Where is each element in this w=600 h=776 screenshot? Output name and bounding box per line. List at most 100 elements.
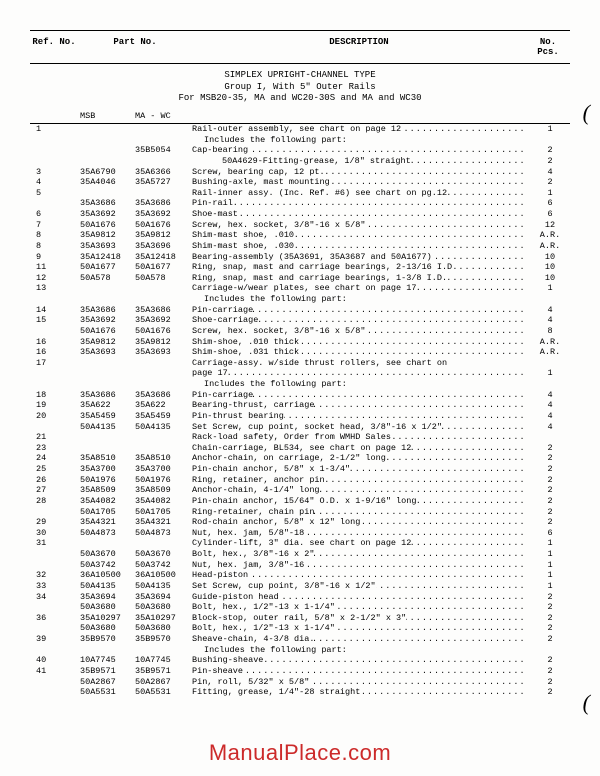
cell-ref — [30, 145, 80, 156]
table-row: 5Rail-inner assy. (Inc. Ref. #6) see cha… — [30, 188, 570, 199]
cell-desc: Pin-thrust bearing — [190, 411, 526, 422]
cell-mawc: 50A1976 — [135, 475, 190, 486]
table-row: 835A369335A3696Shim-mast shoe, .030A.R. — [30, 241, 570, 252]
cell-mawc: 35A9812 — [135, 230, 190, 241]
cell-mawc — [135, 538, 190, 549]
cell-desc: Chain-carriage, BL534, see chart on page… — [190, 443, 526, 454]
cell-pcs: A.R. — [526, 230, 570, 241]
cell-desc: page 17 — [190, 368, 526, 379]
cell-ref: 14 — [30, 305, 80, 316]
cell-desc: Cap-bearing — [190, 145, 526, 156]
cell-ref: 12 — [30, 273, 80, 284]
cell-pcs: 2 — [526, 464, 570, 475]
table-row: 50A368050A3680Bolt, hex., 1/2"-13 x 1-1/… — [30, 623, 570, 634]
cell-msb — [80, 645, 135, 656]
cell-ref: 21 — [30, 432, 80, 443]
cell-pcs — [526, 432, 570, 443]
cell-desc: Pin-sheave — [190, 666, 526, 677]
cell-mawc — [135, 188, 190, 199]
cell-pcs: 2 — [526, 602, 570, 613]
cell-desc: Shim-shoe, .010 thick — [190, 337, 526, 348]
cell-pcs: 2 — [526, 453, 570, 464]
cell-msb: 35B9571 — [80, 666, 135, 677]
watermark: ManualPlace.com — [0, 740, 600, 766]
title-block: SIMPLEX UPRIGHT-CHANNEL TYPE Group I, Wi… — [30, 64, 570, 109]
cell-pcs: 4 — [526, 400, 570, 411]
cell-ref — [30, 687, 80, 698]
cell-desc: Carriage-assy. w/side thrust rollers, se… — [190, 358, 526, 369]
cell-msb: 35A3700 — [80, 464, 135, 475]
cell-mawc — [135, 358, 190, 369]
cell-mawc: 35A3692 — [135, 315, 190, 326]
cell-desc: Shoe-mast — [190, 209, 526, 220]
cell-mawc: 35A3700 — [135, 464, 190, 475]
cell-msb: 35A4321 — [80, 517, 135, 528]
cell-desc: Includes the following part: — [190, 645, 526, 656]
cell-msb: 50A3680 — [80, 623, 135, 634]
cell-msb — [80, 368, 135, 379]
cell-ref: 11 — [30, 262, 80, 273]
cell-ref — [30, 645, 80, 656]
cell-ref: 23 — [30, 443, 80, 454]
cell-desc: Screw, hex. socket, 3/8"-16 x 5/8" — [190, 326, 526, 337]
table-row: 3435A369435A3694Guide-piston head2 — [30, 592, 570, 603]
cell-mawc: 35A3696 — [135, 241, 190, 252]
table-row: 635A369235A3692Shoe-mast6 — [30, 209, 570, 220]
cell-pcs: 2 — [526, 666, 570, 677]
cell-desc: Pin, roll, 5/32" x 5/8" — [190, 677, 526, 688]
sub-msb: MSB — [80, 111, 135, 121]
cell-pcs: 10 — [526, 262, 570, 273]
cell-desc: Carriage-w/wear plates, see chart on pag… — [190, 283, 526, 294]
cell-ref: 34 — [30, 592, 80, 603]
cell-desc: Set Screw, cup point, 3/8"-16 x 1/2" — [190, 581, 526, 592]
cell-pcs: 1 — [526, 570, 570, 581]
cell-mawc: 50A3670 — [135, 549, 190, 560]
cell-ref: 17 — [30, 358, 80, 369]
cell-pcs: 2 — [526, 156, 570, 167]
cell-msb: 50A5531 — [80, 687, 135, 698]
cell-desc: Pin-carriage — [190, 390, 526, 401]
table-row: 50A170550A1705Ring-retainer, chain pin2 — [30, 507, 570, 518]
table-row: 335A679035A6366Screw, bearing cap, 12 pt… — [30, 167, 570, 178]
cell-msb: 35A10297 — [80, 613, 135, 624]
cell-pcs: 4 — [526, 305, 570, 316]
cell-mawc: 50A5531 — [135, 687, 190, 698]
cell-pcs: 4 — [526, 411, 570, 422]
cell-ref: 39 — [30, 634, 80, 645]
cell-mawc — [135, 124, 190, 135]
cell-ref: 24 — [30, 453, 80, 464]
cell-mawc: 35A3686 — [135, 305, 190, 316]
cell-msb: 35A3694 — [80, 592, 135, 603]
cell-msb — [80, 358, 135, 369]
cell-ref — [30, 368, 80, 379]
header-pcs: No. Pcs. — [526, 31, 570, 63]
cell-msb — [80, 283, 135, 294]
cell-ref: 32 — [30, 570, 80, 581]
cell-pcs: 10 — [526, 273, 570, 284]
table-row: 35A368635A3686Pin-rail6 — [30, 198, 570, 209]
cell-desc: Anchor-chain, on carriage, 2-1/2" long — [190, 453, 526, 464]
cell-desc: Ring, snap, mast and carriage bearings, … — [190, 273, 526, 284]
cell-pcs: 2 — [526, 613, 570, 624]
cell-pcs: 2 — [526, 517, 570, 528]
cell-pcs: 6 — [526, 528, 570, 539]
table-row: 2835A408235A4082Pin-chain anchor, 15/64"… — [30, 496, 570, 507]
cell-mawc: 35A5459 — [135, 411, 190, 422]
cell-msb — [80, 379, 135, 390]
cell-desc: Ring-retainer, chain pin — [190, 507, 526, 518]
table-row: 50A413550A4135Set Screw, cup point, sock… — [30, 422, 570, 433]
cell-msb: 35A8509 — [80, 485, 135, 496]
cell-ref: 28 — [30, 496, 80, 507]
cell-mawc: 35A4321 — [135, 517, 190, 528]
cell-desc: Cylinder-lift, 3" dia. see chart on page… — [190, 538, 526, 549]
sub-header: MSB MA - WC — [30, 109, 570, 124]
cell-ref: 1 — [30, 124, 80, 135]
cell-pcs: 2 — [526, 687, 570, 698]
cell-ref: 20 — [30, 411, 80, 422]
cell-msb: 35A12418 — [80, 252, 135, 263]
table-row: page 171 — [30, 368, 570, 379]
cell-pcs: 8 — [526, 326, 570, 337]
cell-msb: 50A2867 — [80, 677, 135, 688]
table-header: Ref. No. Part No. DESCRIPTION No. Pcs. — [30, 30, 570, 64]
cell-msb: 35A9812 — [80, 337, 135, 348]
